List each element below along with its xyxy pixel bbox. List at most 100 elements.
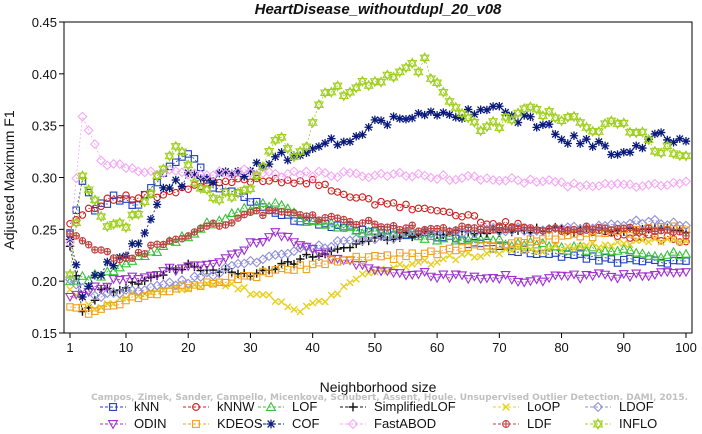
data-point xyxy=(315,216,323,224)
data-point xyxy=(431,235,443,245)
data-point xyxy=(84,300,93,309)
data-point xyxy=(284,303,292,311)
data-point xyxy=(176,264,188,274)
data-point xyxy=(103,257,112,267)
data-point xyxy=(564,242,572,251)
data-point xyxy=(313,166,324,177)
data-point xyxy=(402,200,410,209)
data-point xyxy=(512,237,524,247)
data-point xyxy=(196,224,205,232)
data-point xyxy=(264,166,275,177)
data-point xyxy=(419,52,430,64)
data-point xyxy=(408,260,416,268)
data-point xyxy=(592,417,604,431)
y-axis-label: Adjusted Maximum F1 xyxy=(1,110,17,249)
data-point xyxy=(122,294,130,302)
data-point xyxy=(178,286,186,294)
data-point xyxy=(425,272,437,282)
data-point xyxy=(352,132,361,141)
data-point xyxy=(307,216,318,226)
y-tick-label: 0.35 xyxy=(32,119,57,134)
data-point xyxy=(564,227,572,235)
data-point xyxy=(649,214,660,225)
data-point xyxy=(145,271,157,281)
data-point xyxy=(326,217,337,227)
data-point xyxy=(382,232,393,243)
legend-item: LoOP xyxy=(493,399,560,414)
data-point xyxy=(401,171,411,182)
data-point xyxy=(439,108,448,117)
data-point xyxy=(625,179,635,190)
data-point xyxy=(431,76,443,89)
data-point xyxy=(519,178,530,189)
data-point xyxy=(445,227,454,236)
data-point xyxy=(133,208,144,220)
x-tick-label: 100 xyxy=(675,340,697,355)
data-point xyxy=(427,260,435,269)
data-point xyxy=(526,245,535,254)
data-point xyxy=(649,270,661,281)
data-point xyxy=(438,169,449,180)
data-point xyxy=(319,219,331,229)
data-point xyxy=(570,244,578,253)
data-point xyxy=(369,266,381,276)
data-point xyxy=(108,288,119,299)
data-point xyxy=(345,137,355,146)
data-point xyxy=(613,259,622,267)
data-point xyxy=(413,66,424,78)
data-point xyxy=(394,66,405,78)
data-point xyxy=(201,183,213,196)
data-point xyxy=(246,208,255,216)
data-point xyxy=(295,145,306,158)
data-point xyxy=(413,270,424,280)
data-point xyxy=(433,258,441,266)
data-point xyxy=(64,268,76,281)
data-point xyxy=(562,272,573,282)
data-point xyxy=(383,235,392,245)
y-tick-label: 0.25 xyxy=(32,222,57,237)
data-point xyxy=(674,250,685,260)
data-point xyxy=(295,241,306,251)
data-point xyxy=(245,255,256,266)
data-point xyxy=(176,145,188,158)
data-point xyxy=(419,267,430,278)
data-point xyxy=(450,270,461,280)
data-point xyxy=(556,271,567,281)
data-point xyxy=(632,236,640,245)
data-point xyxy=(289,246,299,257)
data-point xyxy=(134,239,143,248)
data-point xyxy=(375,267,387,277)
data-point xyxy=(445,110,454,119)
data-point xyxy=(321,214,329,222)
data-point xyxy=(240,172,249,181)
data-point xyxy=(95,210,107,223)
data-point xyxy=(501,225,510,234)
data-point xyxy=(649,250,661,260)
data-point xyxy=(296,211,304,219)
data-point xyxy=(177,182,187,191)
data-point xyxy=(190,228,199,236)
data-point xyxy=(348,402,358,412)
data-point xyxy=(618,243,629,253)
data-point xyxy=(539,227,547,235)
y-tick-label: 0.20 xyxy=(32,274,57,289)
data-point xyxy=(520,246,528,254)
data-point xyxy=(458,250,466,259)
data-point xyxy=(452,246,460,255)
data-point xyxy=(371,220,379,228)
data-point xyxy=(375,76,387,88)
data-point xyxy=(196,282,205,290)
data-point xyxy=(308,299,317,307)
data-point xyxy=(537,237,549,247)
data-point xyxy=(433,250,441,259)
data-point xyxy=(321,298,329,306)
data-point xyxy=(593,269,605,279)
data-point xyxy=(600,141,610,151)
data-point xyxy=(252,158,261,168)
data-point xyxy=(89,139,100,150)
data-point xyxy=(190,155,199,163)
data-point xyxy=(139,285,150,296)
data-point xyxy=(327,291,336,299)
legend-item: INFLO xyxy=(585,416,657,431)
